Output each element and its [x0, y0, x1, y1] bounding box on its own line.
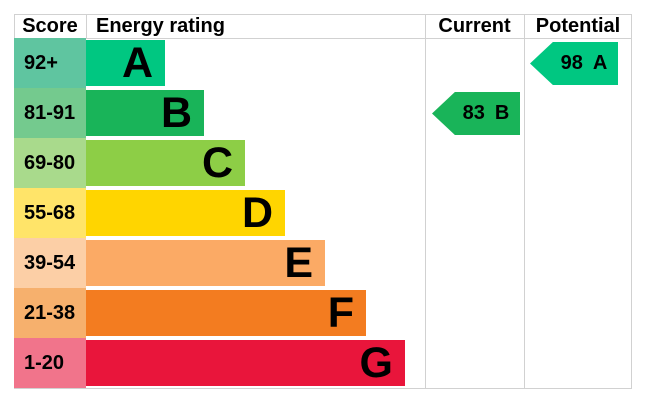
- band-row-a: 92+ A: [14, 38, 425, 88]
- energy-bar-a: A: [86, 40, 165, 86]
- band-row-c: 69-80 C: [14, 138, 425, 188]
- band-row-b: 81-91 B: [14, 88, 425, 138]
- potential-rating-value: 98: [560, 52, 583, 74]
- band-row-f: 21-38 F: [14, 288, 425, 338]
- column-divider-potential: [524, 14, 525, 389]
- current-rating-value: 83: [462, 102, 485, 124]
- band-letter-b: B: [160, 89, 192, 137]
- potential-rating-arrow: 98 A: [530, 42, 618, 85]
- header-energy-rating: Energy rating: [96, 15, 225, 37]
- band-letter-f: F: [327, 289, 354, 337]
- current-rating-arrow: 83 B: [432, 92, 520, 135]
- grid-line-top: [14, 14, 632, 15]
- energy-bar-c: C: [86, 140, 245, 186]
- band-row-g: 1-20 G: [14, 338, 425, 388]
- energy-bar-d: D: [86, 190, 285, 236]
- score-range-d: 55-68: [14, 188, 86, 238]
- header-score: Score: [22, 15, 78, 37]
- epc-energy-rating-chart: Score Energy rating Current Potential 92…: [14, 14, 632, 389]
- header-potential: Potential: [535, 15, 621, 37]
- column-divider-score: [86, 14, 87, 38]
- score-range-c: 69-80: [14, 138, 86, 188]
- band-letter-c: C: [201, 139, 233, 187]
- score-range-b: 81-91: [14, 88, 86, 138]
- band-letter-d: D: [241, 189, 273, 237]
- grid-line-header-bottom: [14, 38, 632, 39]
- grid-line-right: [631, 14, 632, 389]
- band-letter-a: A: [121, 39, 153, 87]
- band-row-e: 39-54 E: [14, 238, 425, 288]
- band-letter-e: E: [284, 239, 313, 287]
- band-row-d: 55-68 D: [14, 188, 425, 238]
- energy-bar-g: G: [86, 340, 405, 386]
- score-range-g: 1-20: [14, 338, 86, 388]
- energy-bar-f: F: [86, 290, 366, 336]
- score-range-a: 92+: [14, 38, 86, 88]
- potential-rating-band: A: [592, 52, 608, 74]
- score-range-e: 39-54: [14, 238, 86, 288]
- energy-bar-b: B: [86, 90, 204, 136]
- header-current: Current: [438, 15, 511, 37]
- current-rating-band: B: [494, 102, 510, 124]
- score-range-f: 21-38: [14, 288, 86, 338]
- column-divider-current: [425, 14, 426, 389]
- band-letter-g: G: [359, 339, 393, 387]
- grid-line-bottom: [14, 388, 632, 389]
- energy-bar-e: E: [86, 240, 325, 286]
- grid-line-left: [14, 14, 15, 38]
